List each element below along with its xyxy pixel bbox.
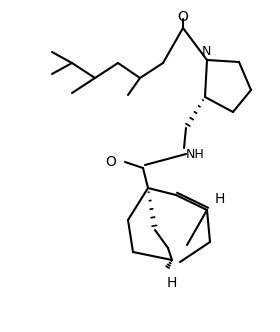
Text: O: O — [178, 10, 188, 24]
Text: H: H — [167, 276, 177, 290]
Text: NH: NH — [186, 147, 205, 160]
Text: N: N — [201, 45, 211, 58]
Text: O: O — [105, 155, 116, 169]
Text: H: H — [215, 192, 225, 206]
